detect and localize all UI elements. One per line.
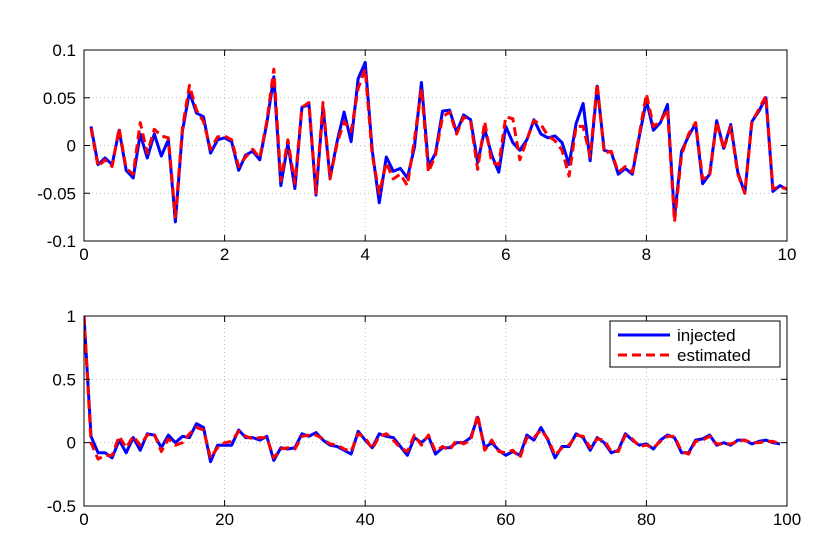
top-chart: 0 2 4 6 8 10 -0.1 -0.05 0 0.05 0.1 [37,41,796,264]
x-tick-label: 0 [79,510,88,529]
x-tick-label: 4 [360,245,369,264]
y-tick-label: 0.1 [52,41,76,60]
series-line-estimated [84,316,781,461]
x-tick-label: 100 [773,510,801,529]
x-tick-label: 2 [220,245,229,264]
y-tick-label: -0.05 [37,184,76,203]
y-tick-label: 0.5 [52,370,76,389]
x-tick-label: 6 [501,245,510,264]
axes-box [83,315,788,507]
y-tick-label: -0.1 [47,232,76,251]
y-tick-label: 1 [67,307,76,326]
x-tick-label: 0 [79,245,88,264]
legend-label-injected: injected [677,326,736,345]
x-tick-label: 20 [215,510,234,529]
x-tick-label: 8 [642,245,651,264]
x-tick-label: 60 [496,510,515,529]
y-tick-label: 0 [67,137,76,156]
y-tick-label: 0 [67,434,76,453]
y-tick-label: 0.05 [43,89,76,108]
series-line-estimated [89,67,787,224]
x-tick-label: 40 [356,510,375,529]
x-tick-label: 80 [637,510,656,529]
y-tick-label: -0.5 [47,497,76,516]
legend-box [609,320,781,368]
legend-label-estimated: estimated [677,346,751,365]
x-tick-label: 10 [778,245,797,264]
